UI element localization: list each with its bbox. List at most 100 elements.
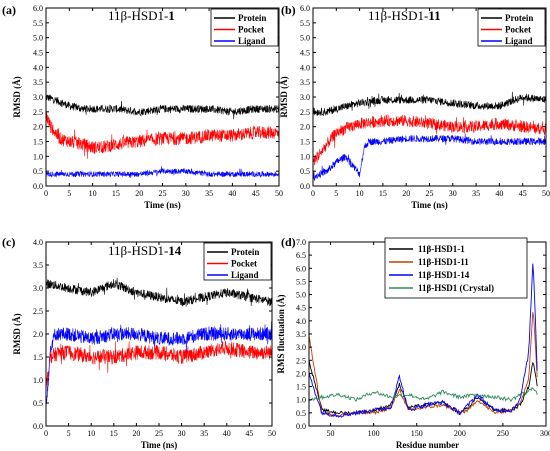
series-line — [45, 340, 273, 390]
x-tick-label: 45 — [252, 189, 260, 198]
x-tick-label: 5 — [67, 429, 71, 438]
legend-label: Pocket — [231, 259, 257, 269]
legend-label: Protein — [505, 13, 533, 23]
y-tick-label: 0.0 — [296, 422, 306, 431]
legend-box — [477, 8, 546, 47]
legend: 11β-HSD1-1 11β-HSD1-11 11β-HSD1-14 11β-HSD1… — [384, 237, 528, 299]
y-tick-label: 4.5 — [33, 49, 43, 58]
y-tick-label: 0.5 — [300, 167, 310, 176]
x-tick-label: 15 — [379, 189, 387, 198]
panel-title: 11β-HSD1-1 — [108, 8, 175, 23]
y-axis-label: RMS fluctuation (Å) — [276, 295, 286, 374]
y-tick-label: 1.5 — [33, 138, 43, 147]
x-tick-label: 100 — [368, 429, 380, 438]
panel-label: (a) — [2, 3, 16, 17]
legend-label: Protein — [231, 247, 259, 257]
y-tick-label: 2.0 — [33, 123, 43, 132]
legend-box — [210, 8, 279, 47]
y-tick-label: 7.0 — [296, 238, 306, 247]
legend-label: Protein — [238, 13, 266, 23]
y-tick-label: 1.0 — [296, 396, 306, 405]
series-line — [312, 91, 547, 117]
x-tick-label: 35 — [205, 189, 213, 198]
chart-panel-2: (b) 0.0 0.5 1.0 1.5 2.0 2.5 3.0 3.5 4.0 4.5 5.0 5.5 6… — [279, 3, 550, 210]
x-tick-label: 30 — [178, 429, 186, 438]
y-tick-label: 0.5 — [296, 409, 306, 418]
series-line — [45, 277, 273, 307]
legend-label: 11β-HSD1-1 — [418, 244, 465, 254]
x-tick-label: 35 — [472, 189, 480, 198]
legend-label: Pocket — [505, 25, 531, 35]
y-tick-label: 5.5 — [33, 19, 43, 28]
x-tick-label: 25 — [155, 429, 163, 438]
y-tick-label: 2.5 — [300, 108, 310, 117]
chart-panel-1: (a) 0.0 0.5 1.0 1.5 2.0 2.5 3.0 3.5 4.0 4.5 5.0 5.5 6… — [2, 3, 283, 210]
legend-label: Pocket — [238, 25, 264, 35]
y-tick-label: 4.5 — [300, 49, 310, 58]
x-tick-label: 35 — [200, 429, 208, 438]
legend-label: Ligand — [238, 36, 266, 46]
y-tick-label: 3.0 — [296, 343, 306, 352]
series-group — [308, 263, 538, 418]
series-line — [45, 166, 280, 178]
x-tick-label: 50 — [268, 429, 276, 438]
y-tick-label: 5.5 — [296, 277, 306, 286]
x-axis-label: Time (ns) — [141, 440, 178, 450]
x-tick-label: 10 — [356, 189, 364, 198]
x-tick-label: 0 — [44, 189, 48, 198]
x-tick-label: 300 — [540, 429, 550, 438]
legend-label: 11β-HSD1 (Crystal) — [418, 283, 494, 293]
series-line — [45, 321, 273, 408]
y-tick-label: 4.0 — [296, 317, 306, 326]
x-tick-label: 20 — [132, 429, 140, 438]
y-tick-label: 4.0 — [33, 238, 43, 247]
y-tick-label: 2.0 — [296, 369, 306, 378]
x-tick-label: 50 — [275, 189, 283, 198]
x-tick-label: 15 — [112, 189, 120, 198]
x-tick-label: 200 — [454, 429, 466, 438]
x-tick-label: 20 — [402, 189, 410, 198]
panel-label: (c) — [2, 235, 15, 249]
series-line — [312, 133, 547, 182]
panel-title: 11β-HSD1-11 — [368, 8, 441, 23]
legend-label: 11β-HSD1-14 — [418, 270, 470, 280]
y-tick-label: 1.5 — [296, 383, 306, 392]
x-tick-label: 40 — [495, 189, 503, 198]
series-group — [45, 277, 273, 408]
x-tick-label: 5 — [67, 189, 71, 198]
y-tick-label: 4.5 — [296, 304, 306, 313]
y-tick-label: 3.0 — [300, 93, 310, 102]
x-tick-label: 25 — [159, 189, 167, 198]
series-line — [45, 94, 280, 120]
x-tick-label: 15 — [110, 429, 118, 438]
y-tick-label: 5.5 — [300, 19, 310, 28]
y-tick-label: 0.5 — [33, 399, 43, 408]
x-tick-label: 20 — [135, 189, 143, 198]
y-tick-label: 3.5 — [33, 78, 43, 87]
chart-panel-3: (c) 0.0 0.5 1.0 1.5 2.0 2.5 3.0 3.5 4.0 0 5 10 15 20 25… — [2, 235, 276, 450]
x-tick-label: 45 — [245, 429, 253, 438]
series-line — [45, 111, 280, 159]
y-tick-label: 5.0 — [300, 34, 310, 43]
y-tick-label: 6.5 — [296, 251, 306, 260]
y-tick-label: 2.5 — [33, 307, 43, 316]
x-tick-label: 40 — [223, 429, 231, 438]
x-tick-label: 150 — [411, 429, 423, 438]
x-tick-label: 0 — [311, 189, 315, 198]
y-tick-label: 1.5 — [33, 353, 43, 362]
x-tick-label: 50 — [542, 189, 550, 198]
y-tick-label: 3.5 — [33, 261, 43, 270]
x-tick-label: 5 — [334, 189, 338, 198]
y-tick-label: 1.5 — [300, 138, 310, 147]
y-tick-label: 0.5 — [33, 167, 43, 176]
x-tick-label: 0 — [44, 429, 48, 438]
y-tick-label: 6.0 — [300, 4, 310, 13]
y-tick-label: 3.5 — [300, 78, 310, 87]
chart-panel-4: (d) 0.0 0.5 1.0 1.5 2.0 2.5 3.0 3.5 4.0 4.5 5.0 5.5 6… — [276, 235, 550, 450]
y-tick-label: 3.5 — [296, 330, 306, 339]
series-group — [45, 94, 280, 178]
y-tick-label: 2.5 — [296, 356, 306, 365]
x-tick-label: 10 — [89, 189, 97, 198]
